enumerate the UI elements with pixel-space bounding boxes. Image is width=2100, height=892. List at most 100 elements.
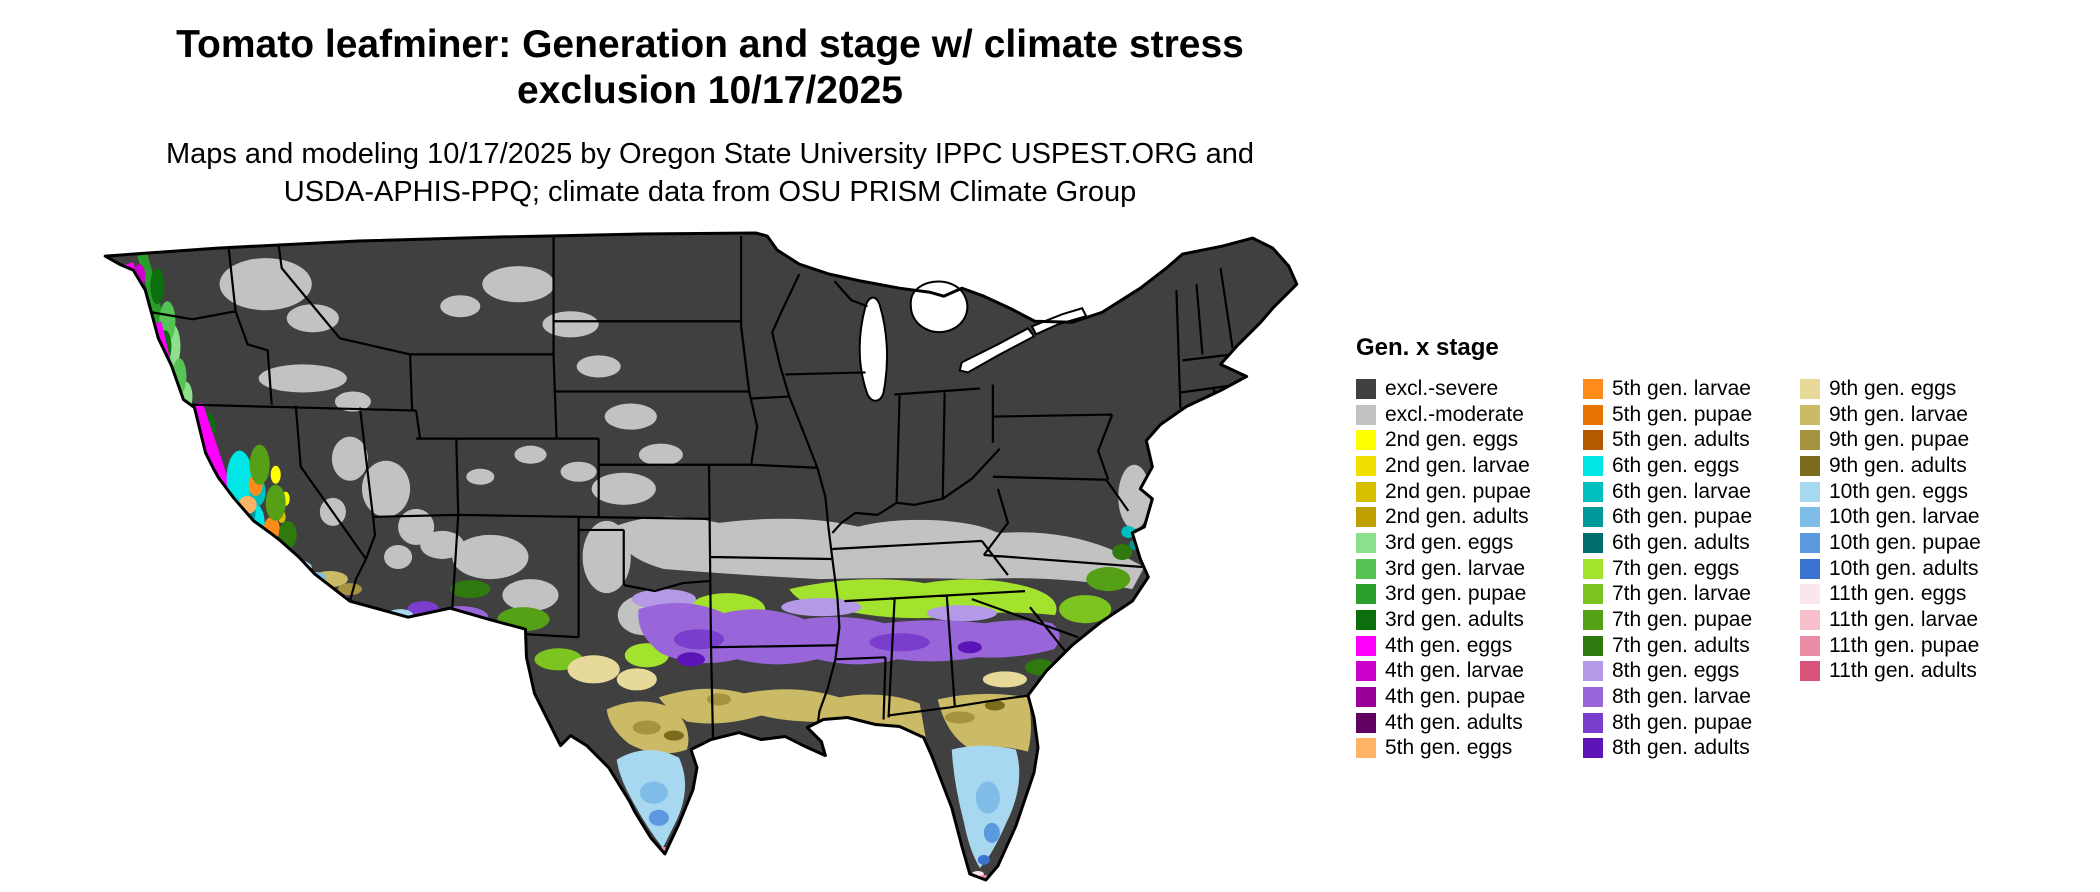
legend-swatch xyxy=(1583,738,1603,759)
legend-swatch xyxy=(1583,481,1603,502)
legend-label: 7th gen. eggs xyxy=(1612,556,1740,580)
legend-item: 4th gen. pupae xyxy=(1356,684,1583,710)
map-region-10th-gen-adults xyxy=(977,854,990,865)
legend-item: 6th gen. adults xyxy=(1583,530,1800,556)
legend-label: 4th gen. pupae xyxy=(1385,685,1526,709)
legend-label: 9th gen. adults xyxy=(1829,453,1967,477)
legend-item: 2nd gen. pupae xyxy=(1356,479,1583,505)
legend-label: 11th gen. adults xyxy=(1829,659,1977,683)
legend-column: 5th gen. larvae 5th gen. pupae 5th gen. ad… xyxy=(1583,376,1800,761)
legend-item: 11th gen. pupae xyxy=(1800,633,1981,659)
legend-item: 7th gen. pupae xyxy=(1583,607,1800,633)
legend-item: 9th gen. eggs xyxy=(1800,376,1981,402)
legend-swatch xyxy=(1583,507,1603,528)
legend-item: 8th gen. adults xyxy=(1583,736,1800,762)
legend-item: 7th gen. eggs xyxy=(1583,556,1800,582)
legend-swatch xyxy=(1583,532,1603,553)
legend-item: 6th gen. eggs xyxy=(1583,453,1800,479)
us-map-container xyxy=(95,226,1313,888)
legend-swatch xyxy=(1356,430,1376,451)
legend-item: 10th gen. adults xyxy=(1800,556,1981,582)
legend-label: 6th gen. eggs xyxy=(1612,453,1740,477)
legend-swatch xyxy=(1356,712,1376,733)
legend-swatch xyxy=(1800,507,1820,528)
page-title-line1: Tomato leafminer: Generation and stage w… xyxy=(176,23,1244,66)
legend-item: 8th gen. eggs xyxy=(1583,659,1800,685)
legend-swatch xyxy=(1800,404,1820,425)
legend-item: 4th gen. adults xyxy=(1356,710,1583,736)
legend-item: 11th gen. eggs xyxy=(1800,582,1981,608)
legend-swatch xyxy=(1356,635,1376,656)
state-borders xyxy=(151,236,1239,740)
legend-item: 5th gen. larvae xyxy=(1583,376,1800,402)
legend-swatch xyxy=(1800,481,1820,502)
legend-label: 11th gen. pupae xyxy=(1829,633,1980,657)
legend-item: 3rd gen. adults xyxy=(1356,607,1583,633)
legend-item: 9th gen. pupae xyxy=(1800,427,1981,453)
legend-swatch xyxy=(1583,378,1603,399)
legend-label: 9th gen. larvae xyxy=(1829,402,1968,426)
legend-item: 7th gen. larvae xyxy=(1583,582,1800,608)
legend-item: 4th gen. eggs xyxy=(1356,633,1583,659)
legend-item: 6th gen. pupae xyxy=(1583,504,1800,530)
legend-label: 5th gen. larvae xyxy=(1612,376,1751,400)
legend-swatch xyxy=(1800,455,1820,476)
lake-michigan xyxy=(858,296,889,402)
page-title: Tomato leafminer: Generation and stage w… xyxy=(0,22,1420,114)
legend-label: 4th gen. adults xyxy=(1385,710,1523,734)
legend-swatch xyxy=(1583,610,1603,631)
legend-swatch xyxy=(1356,404,1376,425)
legend-swatch xyxy=(1583,661,1603,682)
lake-erie xyxy=(958,327,1036,374)
legend-swatch xyxy=(1356,610,1376,631)
legend-swatch xyxy=(1800,610,1820,631)
legend-item: 7th gen. adults xyxy=(1583,633,1800,659)
legend-swatch xyxy=(1583,687,1603,708)
legend-columns: excl.-severe excl.-moderate 2nd gen. eggs 2… xyxy=(1356,376,1981,761)
legend-title: Gen. x stage xyxy=(1356,334,1499,361)
legend-item: 6th gen. larvae xyxy=(1583,479,1800,505)
map-region-excl-moderate xyxy=(219,258,1151,636)
legend-swatch xyxy=(1583,712,1603,733)
legend-swatch xyxy=(1356,507,1376,528)
legend-label: 3rd gen. adults xyxy=(1385,608,1524,632)
legend-label: 6th gen. pupae xyxy=(1612,505,1753,529)
legend-label: 7th gen. pupae xyxy=(1612,608,1753,632)
great-lakes xyxy=(858,280,1088,402)
legend-label: 2nd gen. larvae xyxy=(1385,453,1530,477)
legend-swatch xyxy=(1800,532,1820,553)
page-subtitle-line2: USDA-APHIS-PPQ; climate data from OSU PR… xyxy=(283,175,1137,208)
header: Tomato leafminer: Generation and stage w… xyxy=(0,22,1420,211)
legend-swatch xyxy=(1800,661,1820,682)
legend-label: 2nd gen. adults xyxy=(1385,505,1529,529)
legend-swatch xyxy=(1356,738,1376,759)
legend-swatch xyxy=(1356,481,1376,502)
legend-label: 6th gen. adults xyxy=(1612,530,1750,554)
legend-item: 5th gen. eggs xyxy=(1356,736,1583,762)
legend-item: 2nd gen. adults xyxy=(1356,504,1583,530)
legend-label: 7th gen. larvae xyxy=(1612,582,1751,606)
legend-swatch xyxy=(1800,430,1820,451)
legend-label: 10th gen. eggs xyxy=(1829,479,1968,503)
legend-item: 2nd gen. eggs xyxy=(1356,427,1583,453)
map-region-7th-gen-pupae xyxy=(249,444,1131,632)
legend-item: 4th gen. larvae xyxy=(1356,659,1583,685)
legend-item: 5th gen. adults xyxy=(1583,427,1800,453)
map-region-9th-gen-adults xyxy=(663,700,1005,741)
legend-swatch xyxy=(1583,584,1603,605)
legend-label: 9th gen. eggs xyxy=(1829,376,1957,400)
legend-label: 8th gen. larvae xyxy=(1612,685,1751,709)
legend-swatch xyxy=(1800,378,1820,399)
legend-swatch xyxy=(1356,378,1376,399)
map-region-4th-gen-adults xyxy=(218,537,233,556)
legend-item: 11th gen. adults xyxy=(1800,659,1981,685)
legend-label: 5th gen. pupae xyxy=(1612,402,1753,426)
legend-label: 10th gen. larvae xyxy=(1829,505,1980,529)
legend-swatch xyxy=(1583,635,1603,656)
legend-item: 11th gen. larvae xyxy=(1800,607,1981,633)
legend-label: 6th gen. larvae xyxy=(1612,479,1751,503)
legend-swatch xyxy=(1356,532,1376,553)
legend-label: 3rd gen. pupae xyxy=(1385,582,1527,606)
legend-item: excl.-severe xyxy=(1356,376,1583,402)
